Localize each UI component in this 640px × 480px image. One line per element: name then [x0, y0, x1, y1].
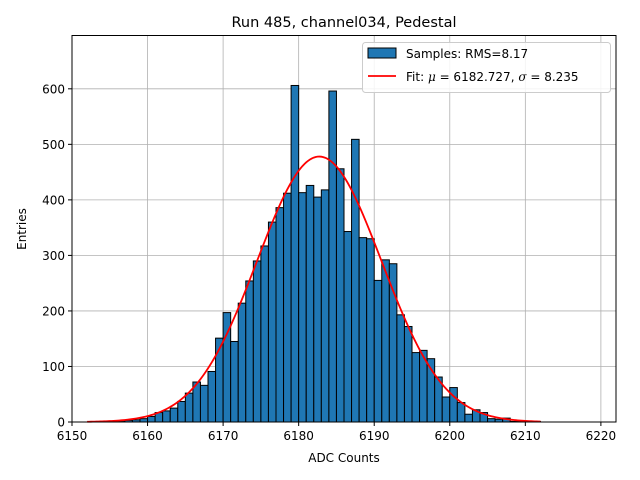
histogram-bar	[245, 280, 254, 423]
histogram-bar	[305, 184, 315, 423]
y-tick-label: 100	[42, 360, 65, 374]
legend-fit-prefix: Fit:	[406, 70, 428, 84]
histogram-bar	[290, 84, 300, 423]
histogram-bar	[403, 325, 413, 423]
histogram-bar	[298, 192, 307, 423]
histogram-bar	[381, 259, 390, 423]
histogram-bar	[199, 384, 209, 423]
histogram-bar	[335, 168, 345, 423]
y-tick-label: 600	[42, 82, 65, 96]
histogram-bar	[230, 340, 239, 423]
histogram-bar	[396, 314, 405, 423]
chart-title: Run 485, channel034, Pedestal	[231, 15, 456, 31]
histogram-bar	[169, 407, 179, 423]
histogram-bar	[441, 396, 451, 423]
fit-curve	[87, 155, 541, 423]
legend-fit-sigma-symbol: σ	[518, 70, 527, 84]
histogram-bar	[358, 237, 368, 423]
y-axis-ticks: 0 100 200 300 400 500 600	[42, 82, 72, 430]
histogram-bar	[351, 138, 360, 423]
x-tick-label: 6220	[586, 429, 617, 443]
legend-fit-mid: = 6182.727,	[436, 70, 519, 84]
x-tick-label: 6160	[132, 429, 163, 443]
y-tick-label: 200	[42, 304, 65, 318]
legend: Samples: RMS=8.17 Fit: μ = 6182.727, σ =…	[362, 42, 611, 93]
histogram-bar	[411, 352, 421, 423]
x-tick-label: 6200	[435, 429, 466, 443]
histogram-bar	[267, 221, 277, 423]
histogram-bar	[162, 410, 171, 423]
legend-bars-swatch	[367, 47, 397, 59]
y-tick-label: 0	[57, 416, 65, 430]
histogram-bar	[320, 189, 330, 423]
histogram-bar	[275, 207, 285, 423]
histogram-bar	[207, 370, 217, 423]
x-tick-label: 6150	[57, 429, 88, 443]
legend-box	[362, 42, 611, 93]
legend-fit-suffix: = 8.235	[527, 70, 579, 84]
x-tick-label: 6190	[359, 429, 390, 443]
histogram-bar	[184, 392, 194, 423]
x-tick-label: 6210	[510, 429, 541, 443]
x-axis-label: ADC Counts	[308, 451, 380, 465]
y-tick-label: 500	[42, 138, 65, 152]
histogram-bar	[373, 279, 383, 423]
histogram-bar	[147, 415, 156, 423]
histogram-bar	[456, 402, 466, 423]
y-tick-label: 300	[42, 249, 65, 263]
gaussian-fit-line	[87, 155, 541, 423]
histogram-bar	[388, 263, 398, 423]
legend-label-fit: Fit: μ = 6182.727, σ = 8.235	[406, 70, 579, 84]
histogram-bar	[328, 90, 337, 423]
histogram-bar	[343, 231, 353, 423]
x-tick-label: 6180	[283, 429, 314, 443]
legend-fit-mu-symbol: μ	[428, 70, 436, 84]
x-axis-ticks: 6150 6160 6170 6180 6190 6200 6210 6220	[57, 422, 616, 443]
legend-label-samples: Samples: RMS=8.17	[406, 47, 528, 61]
histogram-bar	[283, 192, 292, 423]
histogram-bar	[260, 245, 269, 423]
histogram-bar	[313, 196, 322, 423]
histogram-bar	[464, 413, 473, 423]
histogram-bar	[252, 260, 262, 423]
histogram-bar	[177, 400, 186, 423]
histogram-bar	[237, 302, 247, 423]
x-tick-label: 6170	[208, 429, 239, 443]
histogram-bar	[366, 238, 375, 423]
y-tick-label: 400	[42, 193, 65, 207]
y-axis-label: Entries	[15, 208, 29, 250]
plot-frame	[71, 35, 617, 423]
